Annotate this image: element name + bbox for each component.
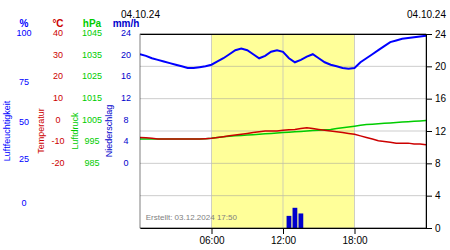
x-tick: 06:00 [199,228,224,246]
series-label: Niederschlag [104,105,114,158]
y-tick: 0 [426,223,441,234]
x-tick: 18:00 [342,228,367,246]
tick-mark [426,228,432,229]
tick-label: 18:00 [342,235,367,246]
tick-label: 06:00 [199,235,224,246]
chart-svg: 06:0012:0018:000481216202404.10.2404.10.… [0,0,450,250]
chart-container: 06:0012:0018:000481216202404.10.2404.10.… [0,0,450,250]
tick-mark [283,228,284,234]
x2-tick: 04.10.24 [407,9,446,34]
unit-tick-label: 10 [53,93,63,103]
grid-line-x [354,34,355,228]
grid [140,34,426,228]
series-label: Temperatur [36,108,46,154]
unit-tick-label: 20 [53,71,63,81]
y-tick: 8 [426,158,441,169]
tick-label: 20 [435,61,447,72]
y-tick: 16 [426,93,447,104]
y-tick: 24 [426,29,447,40]
unit-tick-label: 20 [121,50,131,60]
series-line [140,36,426,69]
unit-label: °C [52,18,63,29]
y-tick: 20 [426,61,447,72]
unit-tick-label: 75 [19,77,29,87]
tick-label: 12 [435,126,447,137]
unit-tick-label: 100 [16,28,31,38]
y-tick: 4 [426,190,441,201]
unit-tick-label: 0 [55,115,60,125]
unit-tick-label: 0 [21,198,26,208]
marks [140,36,426,228]
unit-tick-label: 995 [84,136,99,146]
tick-label: 4 [435,190,441,201]
unit-tick-label: 985 [84,158,99,168]
y-axis: 0 4 8 12 16 20 24 [426,29,447,234]
tick-mark [355,228,356,234]
unit-tick-label: 4 [123,136,128,146]
unit-tick-label: 24 [121,28,131,38]
grid-line-y [140,34,426,35]
unit-tick-label: 1035 [82,50,102,60]
tick-mark [426,66,432,67]
unit-tick-label: 40 [53,28,63,38]
rain-bar [298,213,303,228]
unit-tick-label: -10 [51,136,64,146]
tick-label: 12:00 [271,235,296,246]
annotation: Erstellt: 03.12.2024 17:50 [146,213,238,222]
plot-background [140,34,426,228]
left-scales: %1007550250Luftfeuchtigkeit°C403020100-1… [2,18,139,208]
unit-tick-label: -20 [51,158,64,168]
unit-tick-label: 16 [121,71,131,81]
tick-mark [212,228,213,234]
unit-tick-label: 8 [123,115,128,125]
tick-mark [426,196,432,197]
unit-tick-label: 1045 [82,28,102,38]
x-axis: 06:00 12:00 18:00 [141,228,427,246]
rain-bar [287,216,292,228]
tick-label: 04.10.24 [407,9,446,20]
tick-label: 24 [435,29,447,40]
tick-mark [426,34,432,35]
series-label: Luftdruck [70,112,80,150]
unit-tick-label: 12 [121,93,131,103]
x-tick: 12:00 [271,228,296,246]
tick-label: 0 [435,223,441,234]
series-line [140,128,426,145]
unit-tick-label: 1025 [82,71,102,81]
y-tick: 12 [426,126,447,137]
unit-tick-label: 30 [53,50,63,60]
tick-label: 8 [435,158,441,169]
tick-mark [426,99,432,100]
unit-tick-label: 1015 [82,93,102,103]
unit-tick-label: 1005 [82,115,102,125]
grid-line-x [211,34,212,228]
axis-line [141,34,427,35]
unit-label: % [20,18,29,29]
grid-line-x [283,34,284,228]
bar-series [287,208,304,228]
rain-bar [293,208,298,228]
tick-mark [426,131,432,132]
tick-label: 16 [435,93,447,104]
unit-tick-label: 50 [19,117,29,127]
series-label: Luftfeuchtigkeit [2,100,12,161]
x2-axis: 04.10.2404.10.24 [121,9,446,35]
tick-mark [426,163,432,164]
plot-frame [140,34,426,228]
unit-label: hPa [83,18,102,29]
unit-label: mm/h [113,18,140,29]
unit-tick-label: 0 [123,158,128,168]
unit-tick-label: 25 [19,154,29,164]
plot: 06:0012:0018:000481216202404.10.2404.10.… [121,9,447,246]
